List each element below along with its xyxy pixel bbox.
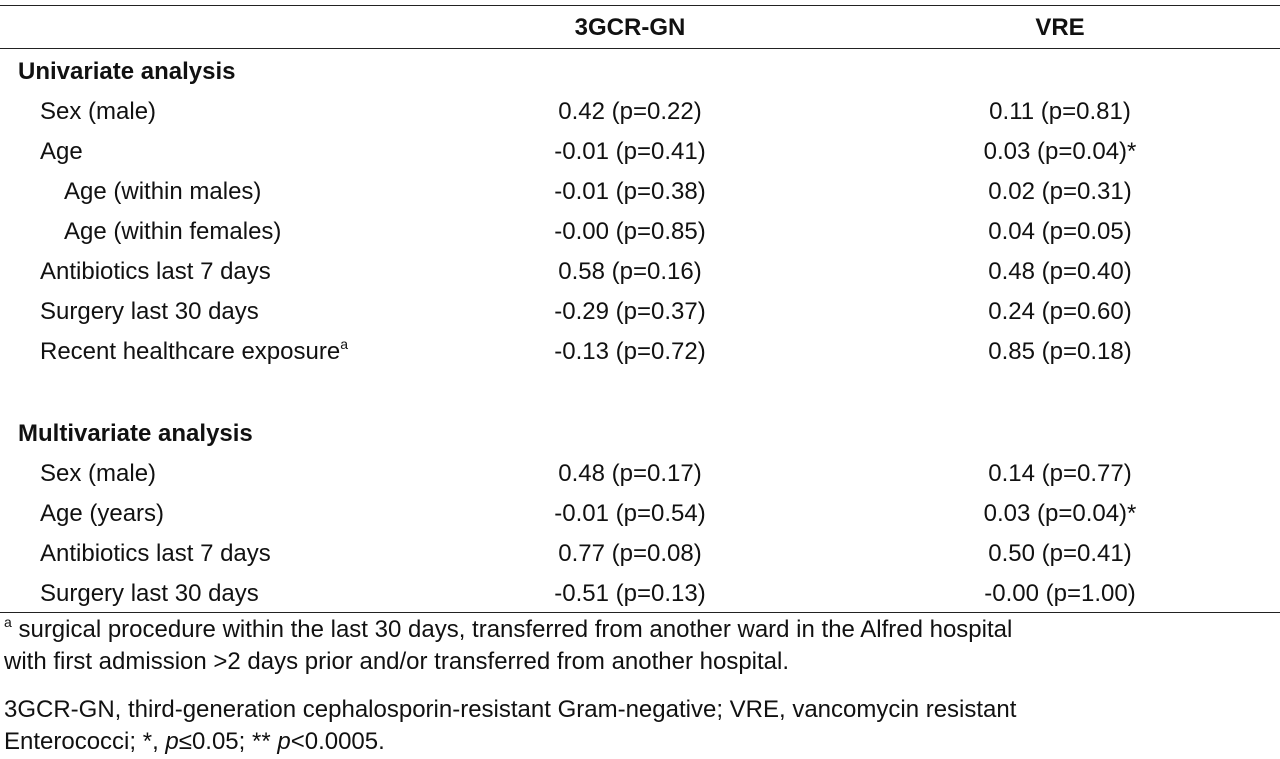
row-label: Sex (male) [40,460,157,487]
table-row: Age (within males) -0.01 (p=0.38) 0.02 (… [0,172,1280,212]
cell-vre: 0.02 (p=0.31) [988,178,1132,205]
table-row: Surgery last 30 days -0.51 (p=0.13) -0.0… [0,574,1280,614]
cell-vre: 0.24 (p=0.60) [988,298,1132,325]
section-heading-multivariate: Multivariate analysis [0,414,1280,454]
column-header-vre: VRE [1035,14,1085,41]
footnote-marker: a [4,614,12,630]
table-row: Age (years) -0.01 (p=0.54) 0.03 (p=0.04)… [0,494,1280,534]
abbreviations-text: ≤0.05; ** [178,728,278,755]
table-row: Surgery last 30 days -0.29 (p=0.37) 0.24… [0,292,1280,332]
row-label: Age [40,138,83,165]
section-heading-univariate: Univariate analysis [0,52,1280,92]
table-row: Age (within females) -0.00 (p=0.85) 0.04… [0,212,1280,252]
cell-vre: 0.03 (p=0.04)* [983,500,1137,527]
row-label: Age (within females) [64,218,282,245]
cell-vre: 0.11 (p=0.81) [989,98,1131,125]
cell-vre: 0.03 (p=0.04)* [983,138,1137,165]
table-top-rule [0,5,1280,6]
cell-3gcr-gn: 0.48 (p=0.17) [558,460,702,487]
row-label: Age (years) [40,500,165,527]
table-row: Sex (male) 0.48 (p=0.17) 0.14 (p=0.77) [0,454,1280,494]
cell-3gcr-gn: -0.01 (p=0.54) [554,500,706,527]
section-title: Univariate analysis [18,58,236,85]
footnote-a-text: surgical procedure within the last 30 da… [11,616,1013,643]
table-row: Antibiotics last 7 days 0.77 (p=0.08) 0.… [0,534,1280,574]
cell-vre: 0.50 (p=0.41) [988,540,1132,567]
p-symbol: p [165,728,179,755]
column-header-3gcr-gn: 3GCR-GN [574,14,686,41]
table-row: Age -0.01 (p=0.41) 0.03 (p=0.04)* [0,132,1280,172]
cell-3gcr-gn: -0.51 (p=0.13) [554,580,706,607]
table-row: Antibiotics last 7 days 0.58 (p=0.16) 0.… [0,252,1280,292]
cell-3gcr-gn: 0.77 (p=0.08) [558,540,702,567]
abbreviations-line1: 3GCR-GN, third-generation cephalosporin-… [4,696,1017,723]
table-row: Recent healthcare exposurea -0.13 (p=0.7… [0,332,1280,372]
cell-3gcr-gn: -0.01 (p=0.41) [554,138,706,165]
cell-vre: 0.48 (p=0.40) [988,258,1132,285]
p-symbol: p [277,728,291,755]
abbreviations-line2: Enterococci; *, p≤0.05; ** p<0.0005. [4,726,1274,758]
table-bottom-rule [0,612,1280,613]
cell-vre: -0.00 (p=1.00) [984,580,1136,607]
footnote-a-line2: with first admission >2 days prior and/o… [4,648,790,675]
cell-3gcr-gn: -0.29 (p=0.37) [554,298,706,325]
cell-3gcr-gn: -0.01 (p=0.38) [554,178,706,205]
cell-3gcr-gn: -0.00 (p=0.85) [554,218,706,245]
row-label-with-footnote: Recent healthcare exposurea [40,332,348,372]
row-label: Age (within males) [64,178,262,205]
cell-3gcr-gn: 0.42 (p=0.22) [558,98,702,125]
footnote-a: a surgical procedure within the last 30 … [4,614,1274,678]
cell-3gcr-gn: 0.58 (p=0.16) [558,258,702,285]
footnote-abbreviations: 3GCR-GN, third-generation cephalosporin-… [4,694,1274,758]
row-label: Surgery last 30 days [40,580,259,607]
cell-vre: 0.14 (p=0.77) [988,460,1132,487]
abbreviations-text: Enterococci; *, [4,728,166,755]
footnote-marker: a [340,336,348,352]
row-label: Antibiotics last 7 days [40,540,271,567]
table-row: Sex (male) 0.42 (p=0.22) 0.11 (p=0.81) [0,92,1280,132]
abbreviations-text: <0.0005. [290,728,385,755]
table-header-row: 3GCR-GN VRE [0,8,1280,48]
section-title: Multivariate analysis [18,420,253,447]
header-bottom-rule [0,48,1280,49]
row-label: Recent healthcare exposure [40,338,341,365]
cell-vre: 0.85 (p=0.18) [988,338,1132,365]
row-label: Surgery last 30 days [40,298,259,325]
footnote-a-line1: a surgical procedure within the last 30 … [4,614,1274,646]
cell-3gcr-gn: -0.13 (p=0.72) [554,338,706,365]
row-label: Sex (male) [40,98,157,125]
row-label: Antibiotics last 7 days [40,258,271,285]
cell-vre: 0.04 (p=0.05) [988,218,1132,245]
